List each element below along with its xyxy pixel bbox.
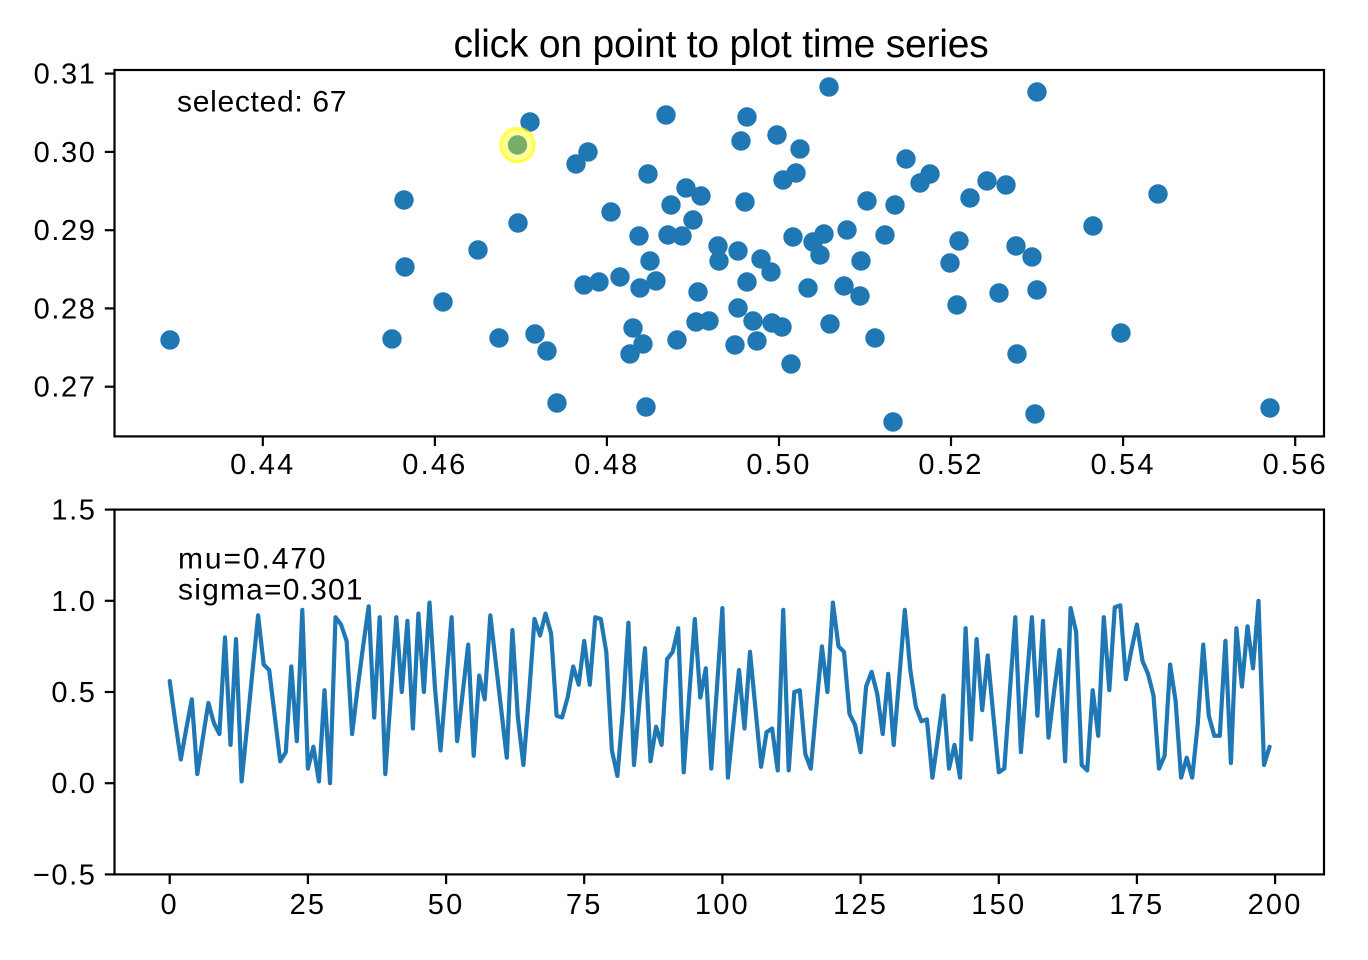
svg-text:0.48: 0.48 xyxy=(574,449,639,481)
svg-text:0.28: 0.28 xyxy=(34,293,97,325)
svg-text:0.52: 0.52 xyxy=(918,449,983,481)
svg-text:mu=0.470: mu=0.470 xyxy=(178,543,327,576)
svg-text:1.5: 1.5 xyxy=(51,495,96,527)
svg-text:100: 100 xyxy=(695,889,750,921)
svg-text:200: 200 xyxy=(1248,889,1303,921)
svg-text:0.46: 0.46 xyxy=(402,449,467,481)
svg-text:click on point to plot time se: click on point to plot time series xyxy=(453,23,988,66)
svg-text:0.27: 0.27 xyxy=(34,372,97,404)
svg-text:selected: 67: selected: 67 xyxy=(177,86,347,119)
svg-text:0.54: 0.54 xyxy=(1090,449,1155,481)
svg-text:0.29: 0.29 xyxy=(34,215,97,247)
svg-text:0.30: 0.30 xyxy=(34,137,97,169)
svg-text:1.0: 1.0 xyxy=(51,586,96,618)
svg-text:75: 75 xyxy=(566,889,603,921)
svg-text:50: 50 xyxy=(428,889,465,921)
svg-text:0.44: 0.44 xyxy=(230,449,295,481)
svg-text:0.50: 0.50 xyxy=(746,449,811,481)
svg-text:0.0: 0.0 xyxy=(51,768,96,800)
svg-text:−0.5: −0.5 xyxy=(33,859,97,891)
svg-text:0: 0 xyxy=(161,889,179,921)
svg-text:150: 150 xyxy=(971,889,1026,921)
svg-text:0.31: 0.31 xyxy=(34,59,97,91)
svg-text:25: 25 xyxy=(290,889,327,921)
svg-text:125: 125 xyxy=(833,889,888,921)
svg-text:0.56: 0.56 xyxy=(1263,449,1328,481)
svg-text:0.5: 0.5 xyxy=(51,677,96,709)
svg-text:sigma=0.301: sigma=0.301 xyxy=(178,574,364,607)
svg-text:175: 175 xyxy=(1109,889,1164,921)
